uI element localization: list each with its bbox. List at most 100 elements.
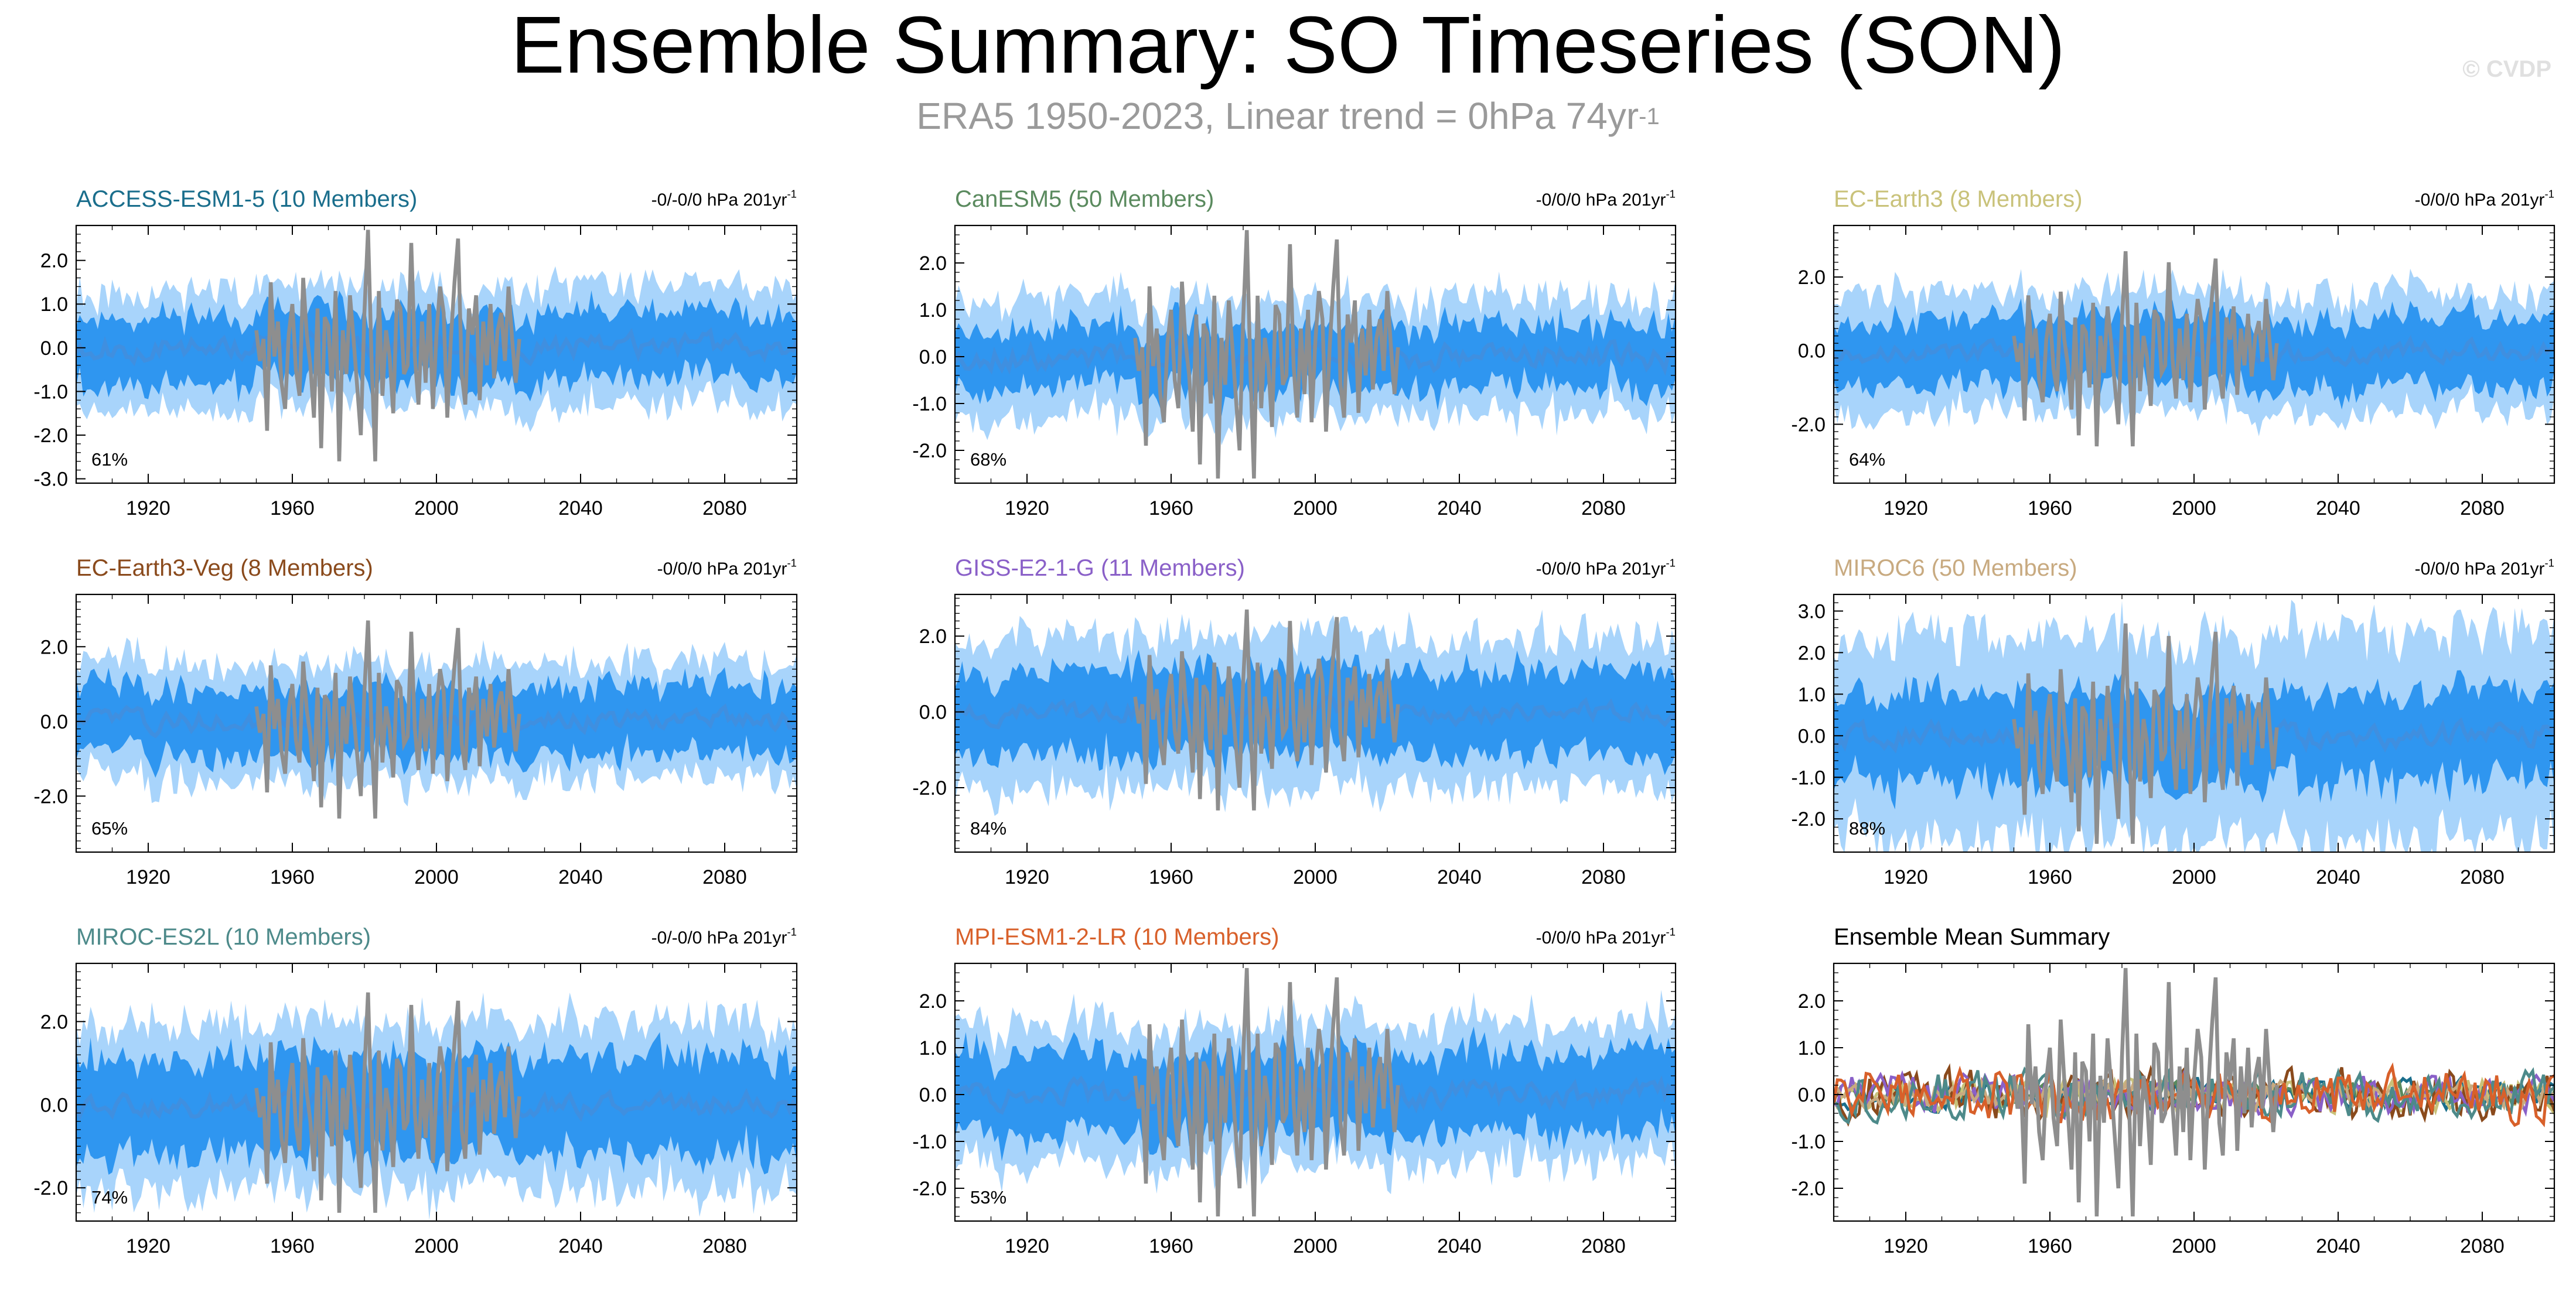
y-tick-label: 0.0: [919, 1084, 947, 1106]
y-tick-label: 2.0: [40, 250, 68, 272]
percent-label: 74%: [91, 1187, 128, 1208]
x-tick-label: 1960: [1149, 866, 1193, 888]
y-tick-label: -2.0: [912, 1178, 947, 1200]
observations-line: [2012, 251, 2279, 447]
y-tick-label: 2.0: [919, 252, 947, 275]
x-tick-label: 2040: [558, 866, 603, 888]
x-tick-label: 2000: [414, 1235, 459, 1257]
trend-superscript: -1: [1666, 557, 1676, 569]
plot-area: [76, 992, 797, 1220]
chart-panel-access-esm1-5: -3.0 -2.0 -1.0 0.0 1.0 2.0 1920 1960 2000 2040 208…: [33, 186, 798, 519]
x-tick-label: 2080: [1581, 497, 1626, 519]
x-tick-label: 1960: [1149, 497, 1193, 519]
panel-title: EC-Earth3-Veg (8 Members): [76, 555, 373, 581]
plot-area: [1834, 251, 2554, 447]
y-tick-label: 0.0: [919, 702, 947, 724]
x-tick-label: 2000: [1293, 497, 1338, 519]
x-tick-label: 2080: [2460, 1235, 2505, 1257]
x-tick-label: 1920: [1005, 1235, 1049, 1257]
x-tick-label: 2080: [2460, 866, 2505, 888]
x-tick-label: 1960: [270, 866, 315, 888]
x-tick-label: 2040: [1437, 1235, 1482, 1257]
y-tick-label: 2.0: [1798, 990, 1826, 1013]
x-tick-label: 1960: [1149, 1235, 1193, 1257]
y-tick-label: -2.0: [1791, 808, 1826, 830]
x-tick-label: 1920: [126, 497, 170, 519]
y-tick-label: 1.0: [919, 1037, 947, 1059]
percent-label: 84%: [970, 818, 1006, 839]
y-tick-label: 0.0: [40, 337, 68, 360]
trend-superscript: -1: [2544, 188, 2554, 200]
trend-label: -0/0/0 hPa 201yr-1: [2415, 557, 2554, 579]
chart-panel-ec-earth3-veg: -2.0 0.0 2.0 1920 1960 2000 2040 2080 EC-Earth3-…: [33, 555, 798, 888]
x-tick-label: 2080: [702, 1235, 747, 1257]
percent-label: 88%: [1849, 818, 1885, 839]
trend-superscript: -1: [1666, 188, 1676, 200]
y-tick-label: -2.0: [33, 785, 68, 808]
y-tick-label: -2.0: [1791, 1178, 1826, 1200]
y-tick-label: 1.0: [1798, 1037, 1826, 1059]
observations-line: [1133, 230, 1400, 479]
panel-title: Ensemble Mean Summary: [1834, 924, 2110, 950]
trend-label: -0/-0/0 hPa 201yr-1: [651, 188, 797, 210]
y-tick-label: -1.0: [912, 393, 947, 415]
x-tick-label: 1920: [1884, 866, 1928, 888]
panel-title: EC-Earth3 (8 Members): [1834, 186, 2083, 212]
observations-line: [2012, 623, 2279, 844]
y-tick-label: -2.0: [33, 1177, 68, 1199]
y-tick-label: 2.0: [919, 625, 947, 648]
subtitle-text: ERA5 1950-2023, Linear trend = 0hPa 74yr: [916, 95, 1639, 137]
chart-panel-giss-e2-1-g: -2.0 0.0 2.0 1920 1960 2000 2040 2080 GISS-E2-1-…: [912, 555, 1677, 888]
percent-label: 53%: [970, 1187, 1006, 1208]
x-tick-label: 2040: [558, 497, 603, 519]
x-tick-label: 2080: [702, 497, 747, 519]
plot-area: [76, 230, 797, 461]
x-tick-label: 1960: [2028, 1235, 2072, 1257]
chart-panel-miroc-es2l: -2.0 0.0 2.0 1920 1960 2000 2040 2080 MIROC-ES2L…: [33, 924, 798, 1257]
y-tick-label: -1.0: [1791, 1131, 1826, 1153]
trend-label: -0/-0/0 hPa 201yr-1: [651, 926, 797, 948]
x-tick-label: 2080: [1581, 1235, 1626, 1257]
panel-title: ACCESS-ESM1-5 (10 Members): [76, 186, 417, 212]
x-tick-label: 1960: [2028, 866, 2072, 888]
y-tick-label: -2.0: [912, 440, 947, 462]
y-tick-label: -2.0: [912, 777, 947, 799]
subtitle-superscript: -1: [1639, 104, 1660, 129]
y-tick-label: 0.0: [40, 1094, 68, 1116]
y-tick-label: 0.0: [1798, 340, 1826, 363]
trend-superscript: -1: [2544, 557, 2554, 569]
panel-title: MIROC6 (50 Members): [1834, 555, 2077, 581]
x-tick-label: 1920: [1884, 497, 1928, 519]
percent-label: 68%: [970, 449, 1006, 470]
panel-title: GISS-E2-1-G (11 Members): [955, 555, 1245, 581]
x-tick-label: 2040: [558, 1235, 603, 1257]
y-tick-label: 0.0: [40, 711, 68, 733]
plot-area: [955, 230, 1676, 479]
x-tick-label: 2040: [2316, 497, 2360, 519]
y-tick-label: 2.0: [1798, 266, 1826, 289]
y-tick-label: -3.0: [33, 469, 68, 491]
plot-area: [1834, 967, 2554, 1217]
y-tick-label: 2.0: [919, 990, 947, 1013]
x-tick-label: 2000: [2172, 1235, 2216, 1257]
y-tick-label: 1.0: [1798, 683, 1826, 706]
panel-title: MIROC-ES2L (10 Members): [76, 924, 371, 950]
x-tick-label: 2040: [1437, 866, 1482, 888]
observations-line: [2012, 967, 2279, 1217]
y-tick-label: -2.0: [1791, 413, 1826, 436]
x-tick-label: 2000: [1293, 866, 1338, 888]
watermark: © CVDP: [2462, 56, 2551, 82]
trend-superscript: -1: [787, 557, 797, 569]
x-tick-label: 1920: [1884, 1235, 1928, 1257]
x-tick-label: 1920: [1005, 866, 1049, 888]
trend-label: -0/0/0 hPa 201yr-1: [2415, 188, 2554, 210]
percent-label: 64%: [1849, 449, 1885, 470]
x-tick-label: 2040: [1437, 497, 1482, 519]
trend-label: -0/0/0 hPa 201yr-1: [1536, 926, 1676, 948]
chart-panel-ensemble-mean-summary: -2.0 -1.0 0.0 1.0 2.0 1920 1960 2000 2040 2080 Ens…: [1791, 924, 2555, 1257]
x-tick-label: 2040: [2316, 1235, 2360, 1257]
x-tick-label: 2000: [2172, 497, 2216, 519]
percent-label: 61%: [91, 449, 128, 470]
x-tick-label: 2000: [414, 497, 459, 519]
